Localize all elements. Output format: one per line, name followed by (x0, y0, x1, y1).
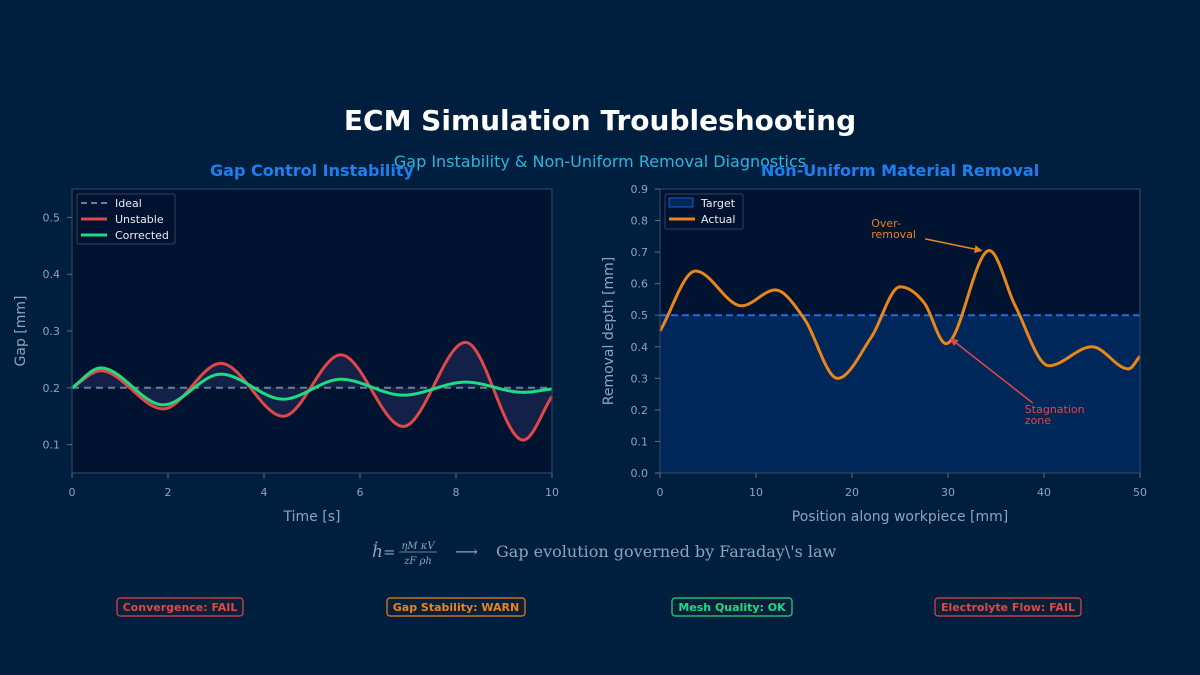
x-axis-label: Position along workpiece [mm] (792, 509, 1008, 525)
legend-label-actual: Actual (701, 213, 735, 226)
y-tick-label: 0.3 (43, 325, 61, 338)
plot-frame (659, 188, 1141, 474)
x-tick-label: 0 (69, 486, 76, 499)
formula-numerator: ηM κV (401, 541, 436, 552)
annotation-text: Stagnation zone (1025, 403, 1085, 427)
annotations: Over-removal Stagnation zone (871, 217, 1084, 427)
x-tick-label: 20 (845, 486, 859, 499)
y-tick-label: 0.0 (631, 467, 649, 480)
legend: Ideal Unstable Corrected (76, 193, 176, 245)
status-badge: Mesh Quality: OK (671, 597, 793, 617)
legend-label-corrected: Corrected (115, 229, 169, 242)
x-tick-label: 4 (261, 486, 268, 499)
series-actual-line (658, 249, 1142, 380)
y-tick-label: 0.6 (631, 278, 649, 291)
chart-title: Non-Uniform Material Removal (761, 161, 1039, 180)
badge-box (116, 597, 244, 617)
status-badge: Gap Stability: WARN (386, 597, 526, 617)
main-title: ECM Simulation Troubleshooting (344, 104, 856, 137)
target-fill-area (660, 315, 1140, 473)
y-axis-ticks: 0.1 0.2 0.3 0.4 0.5 (43, 211, 72, 452)
x-tick-label: 10 (749, 486, 763, 499)
legend: Target Actual (664, 193, 744, 230)
y-axis-label: Gap [mm] (13, 296, 29, 367)
badge-label: Mesh Quality: OK (678, 601, 786, 614)
y-tick-label: 0.2 (631, 404, 649, 417)
y-axis-label: Removal depth [mm] (601, 257, 617, 406)
formula-equals: = (383, 543, 396, 561)
x-tick-label: 6 (357, 486, 364, 499)
legend-box (76, 193, 176, 245)
x-axis-ticks: 0 10 20 30 40 50 (657, 473, 1147, 499)
badge-label: Convergence: FAIL (123, 601, 238, 614)
x-tick-label: 30 (941, 486, 955, 499)
y-tick-label: 0.1 (631, 435, 649, 448)
status-badge: Electrolyte Flow: FAIL (934, 597, 1082, 617)
badge-box (934, 597, 1082, 617)
gap-instability-chart: 0 2 4 6 8 10 0.1 0.2 0.3 0.4 0.5 Gap Control Inst… (13, 161, 559, 525)
formula: ḣ = ηM κV zF ρh ⟶ Gap evolution governed… (372, 541, 837, 567)
x-axis-ticks: 0 2 4 6 8 10 (69, 473, 559, 499)
series-unstable-line (71, 340, 554, 442)
formula-arrow: ⟶ (455, 542, 478, 561)
badge-label: Gap Stability: WARN (393, 601, 519, 614)
series-corrected-line (71, 366, 553, 407)
y-tick-label: 0.9 (631, 183, 649, 196)
badge-box (386, 597, 526, 617)
y-tick-label: 0.8 (631, 215, 649, 228)
y-tick-label: 0.3 (631, 372, 649, 385)
x-tick-label: 2 (165, 486, 172, 499)
badge-box (671, 597, 793, 617)
status-badges: Convergence: FAIL Gap Stability: WARN Mesh… (116, 597, 1082, 617)
subtitle: Gap Instability & Non-Uniform Removal Di… (394, 152, 806, 171)
annotation-text: Over-removal (871, 217, 916, 241)
chart-title: Gap Control Instability (210, 161, 415, 180)
status-badge: Convergence: FAIL (116, 597, 244, 617)
y-tick-label: 0.5 (631, 309, 649, 322)
y-tick-label: 0.1 (43, 439, 61, 452)
legend-label-target: Target (700, 197, 736, 210)
x-tick-label: 10 (545, 486, 559, 499)
material-removal-chart: 0 10 20 30 40 50 0.00.10.20.30.40.50.60.70.80… (601, 161, 1147, 525)
badge-label: Electrolyte Flow: FAIL (941, 601, 1075, 614)
legend-swatch-target (668, 197, 694, 208)
formula-denominator: zF ρh (403, 556, 432, 567)
y-tick-label: 0.4 (631, 341, 649, 354)
y-tick-label: 0.4 (43, 268, 61, 281)
legend-label-unstable: Unstable (115, 213, 164, 226)
y-tick-label: 0.5 (43, 211, 61, 224)
formula-description: Gap evolution governed by Faraday\'s law (496, 542, 837, 561)
annotation-arrow (950, 338, 1034, 404)
x-tick-label: 50 (1133, 486, 1147, 499)
unstable-deviation-shading (72, 342, 552, 441)
x-tick-label: 0 (657, 486, 664, 499)
y-tick-label: 0.7 (631, 246, 649, 259)
y-axis-ticks: 0.0 0.1 0.2 0.3 0.4 0.5 0.6 0.7 0.8 0.9 (631, 183, 660, 480)
x-tick-label: 40 (1037, 486, 1051, 499)
x-axis-label: Time [s] (283, 509, 341, 525)
annotation-arrow (925, 238, 983, 254)
x-tick-label: 8 (453, 486, 460, 499)
y-tick-label: 0.2 (43, 382, 61, 395)
legend-label-ideal: Ideal (115, 197, 142, 210)
formula-lhs: ḣ (372, 541, 383, 562)
